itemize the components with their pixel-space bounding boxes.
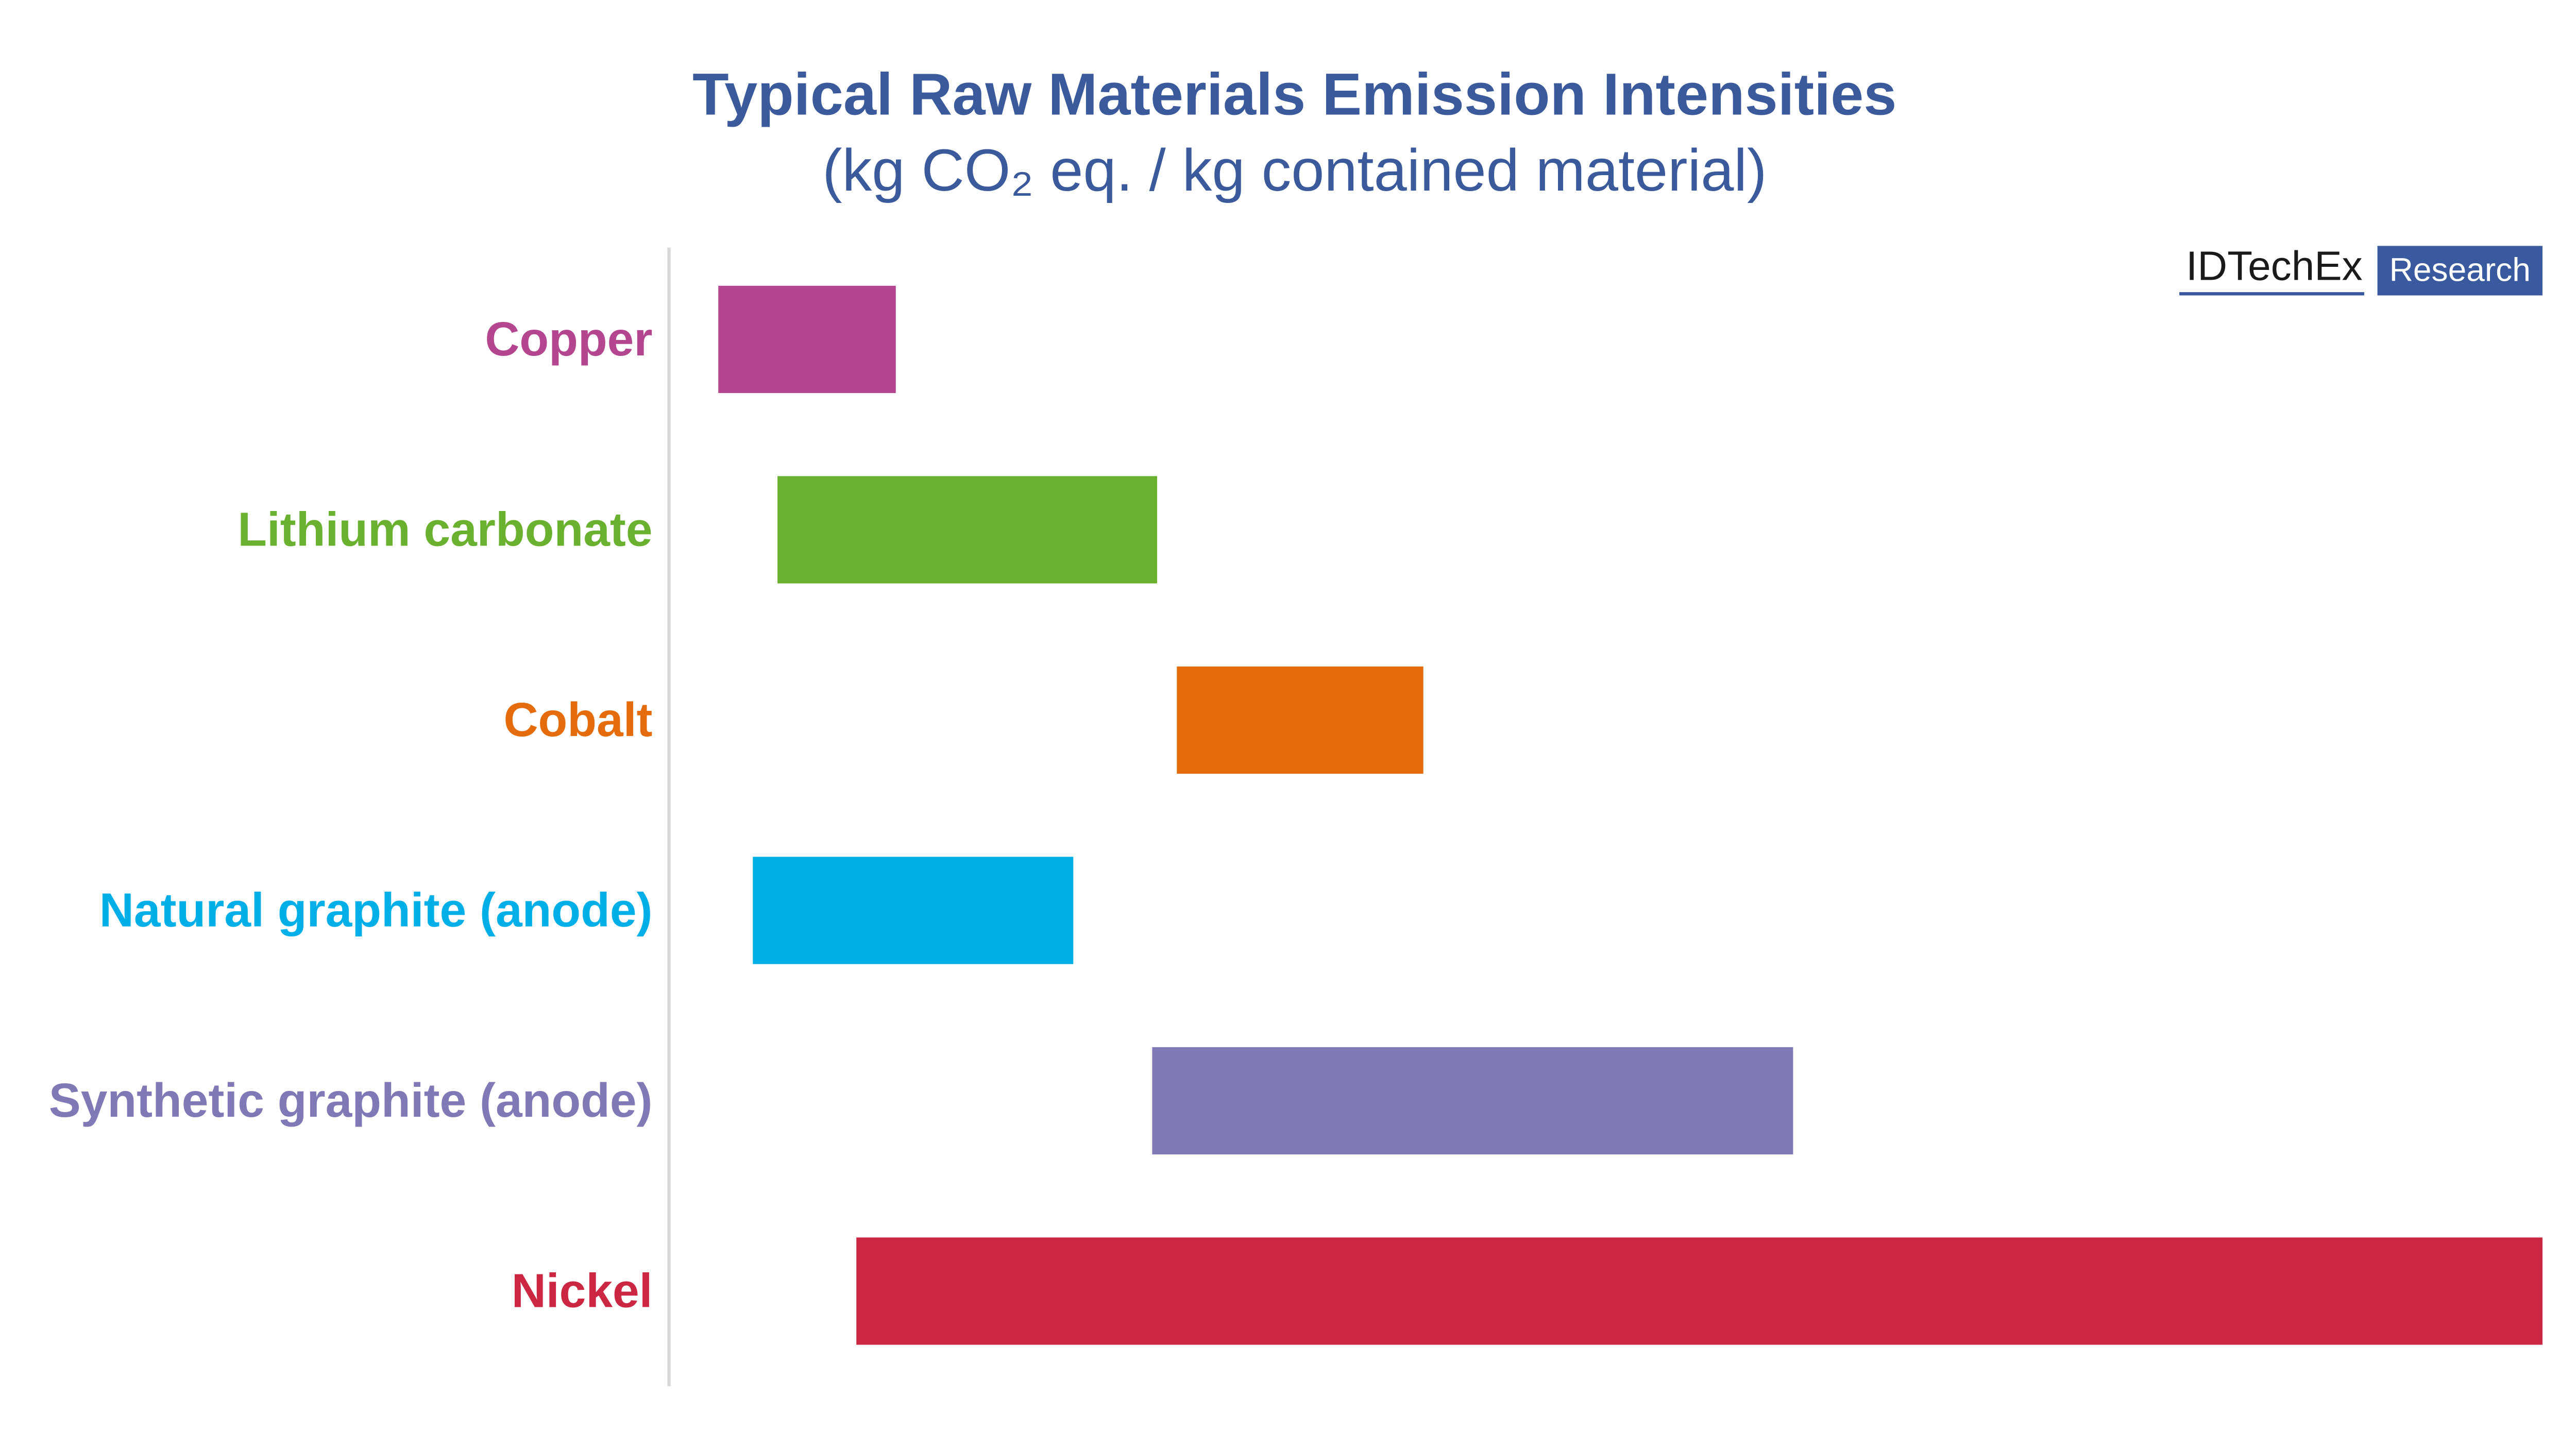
category-label: Lithium carbonate [238,502,652,556]
category-label: Cobalt [503,693,652,746]
category-label: Copper [485,312,652,366]
logo-brand: IDTechEx [2186,242,2363,288]
range-bar [718,285,896,394]
range-bar [753,857,1074,964]
category-label: Synthetic graphite (anode) [49,1073,653,1127]
chart-subtitle: (kg CO₂ eq. / kg contained material) [822,138,1767,203]
category-label: Nickel [512,1264,653,1317]
logo-box [2377,246,2543,296]
logo-tag: Research [2389,251,2531,288]
chart-title: Typical Raw Materials Emission Intensiti… [692,62,1896,128]
range-bar [777,476,1157,584]
range-bar [1177,666,1423,774]
range-bar [1152,1047,1793,1155]
category-label: Natural graphite (anode) [99,883,653,936]
range-bar [856,1237,2543,1345]
